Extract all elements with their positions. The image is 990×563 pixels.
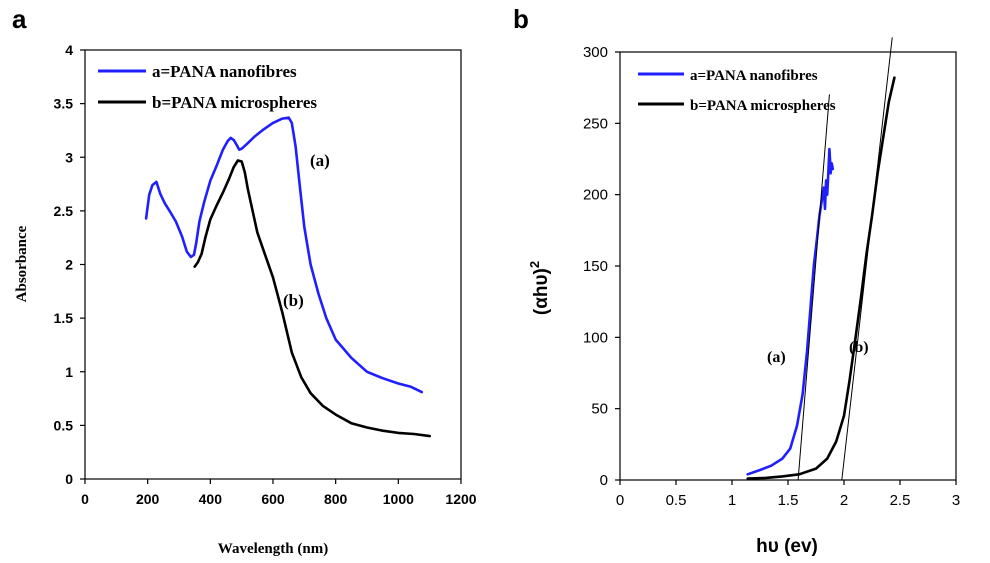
panel-letter-a: a bbox=[12, 4, 27, 34]
y-ticks-b: 0 50 100 150 200 250 300 bbox=[583, 44, 620, 489]
panel-a: a 0 200 400 600 800 1000 1200 0 0.5 1 1.5 2 2.5 3 3.5… bbox=[12, 4, 477, 557]
y-tick-label-b: 100 bbox=[583, 329, 608, 346]
annotation-a-curve-a: (a) bbox=[310, 151, 330, 170]
x-tick-label-a: 600 bbox=[261, 491, 285, 507]
legend-label-nanofibres-b: a=PANA nanofibres bbox=[690, 68, 818, 84]
annotation-b-curve-a: (b) bbox=[283, 291, 304, 310]
tangent-line-nanofibres-b bbox=[797, 94, 830, 481]
annotation-a-curve-b: (a) bbox=[767, 349, 786, 366]
y-axis-title-a: Absorbance bbox=[14, 225, 30, 302]
y-tick-label-b: 200 bbox=[583, 187, 608, 204]
series-line-microspheres-b bbox=[746, 76, 896, 480]
plot-frame-a bbox=[84, 49, 462, 480]
x-axis-title-b: hυ (ev) bbox=[756, 536, 818, 557]
x-tick-label-b: 1 bbox=[728, 492, 736, 509]
y-tick-label-a: 4 bbox=[65, 42, 73, 58]
series-line-nanofibres-a bbox=[144, 116, 424, 394]
annotation-b-curve-b: (b) bbox=[849, 339, 869, 356]
y-axis-title-sup-b: 2 bbox=[527, 261, 542, 268]
x-tick-label-b: 0 bbox=[616, 492, 624, 509]
y-tick-label-b: 250 bbox=[583, 115, 608, 132]
y-tick-label-a: 3.5 bbox=[54, 96, 74, 112]
legend-label-microspheres-b: b=PANA microspheres bbox=[690, 98, 836, 114]
y-tick-label-b: 50 bbox=[591, 401, 608, 418]
x-tick-label-b: 2 bbox=[840, 492, 848, 509]
y-axis-title-b: (αhυ)2 bbox=[527, 261, 552, 315]
series-b bbox=[746, 37, 896, 481]
x-ticks-a: 0 200 400 600 800 1000 1200 bbox=[81, 479, 477, 507]
y-tick-label-b: 0 bbox=[600, 472, 608, 489]
x-tick-label-b: 2.5 bbox=[890, 492, 911, 509]
y-ticks-a: 0 0.5 1 1.5 2 2.5 3 3.5 4 bbox=[54, 42, 85, 487]
y-tick-label-a: 0.5 bbox=[54, 417, 74, 433]
y-tick-label-a: 0 bbox=[65, 471, 73, 487]
x-tick-label-a: 1000 bbox=[383, 491, 414, 507]
y-tick-label-b: 300 bbox=[583, 44, 608, 61]
y-tick-label-a: 2.5 bbox=[54, 203, 74, 219]
y-axis-title-main-b: (αhυ) bbox=[531, 268, 552, 315]
x-ticks-b: 0 0.5 1 1.5 2 2.5 3 bbox=[616, 480, 960, 509]
x-tick-label-b: 1.5 bbox=[778, 492, 799, 509]
x-tick-label-a: 400 bbox=[199, 491, 223, 507]
x-tick-label-a: 0 bbox=[81, 491, 89, 507]
y-tick-label-b: 150 bbox=[583, 258, 608, 275]
series-line-nanofibres-b bbox=[746, 147, 835, 476]
panel-b: b 0 0.5 1 1.5 2 2.5 3 0 50 100 150 200 250 300 hυ (e… bbox=[513, 4, 960, 557]
plot-frame-b bbox=[619, 51, 957, 481]
x-tick-label-a: 800 bbox=[324, 491, 348, 507]
y-tick-label-a: 2 bbox=[65, 257, 73, 273]
x-tick-label-b: 3 bbox=[952, 492, 960, 509]
legend-label-microspheres-a: b=PANA microspheres bbox=[152, 93, 317, 112]
x-axis-title-a: Wavelength (nm) bbox=[218, 541, 328, 557]
series-a bbox=[144, 116, 432, 438]
y-tick-label-a: 1.5 bbox=[54, 310, 74, 326]
x-tick-label-a: 200 bbox=[136, 491, 160, 507]
panel-letter-b: b bbox=[513, 4, 529, 34]
tangent-line-microspheres-b bbox=[841, 37, 893, 481]
x-tick-label-b: 0.5 bbox=[666, 492, 687, 509]
y-tick-label-a: 3 bbox=[65, 149, 73, 165]
y-tick-label-a: 1 bbox=[65, 364, 73, 380]
x-tick-label-a: 1200 bbox=[445, 491, 476, 507]
series-line-microspheres-a bbox=[193, 159, 432, 438]
legend-label-nanofibres-a: a=PANA nanofibres bbox=[152, 62, 297, 81]
